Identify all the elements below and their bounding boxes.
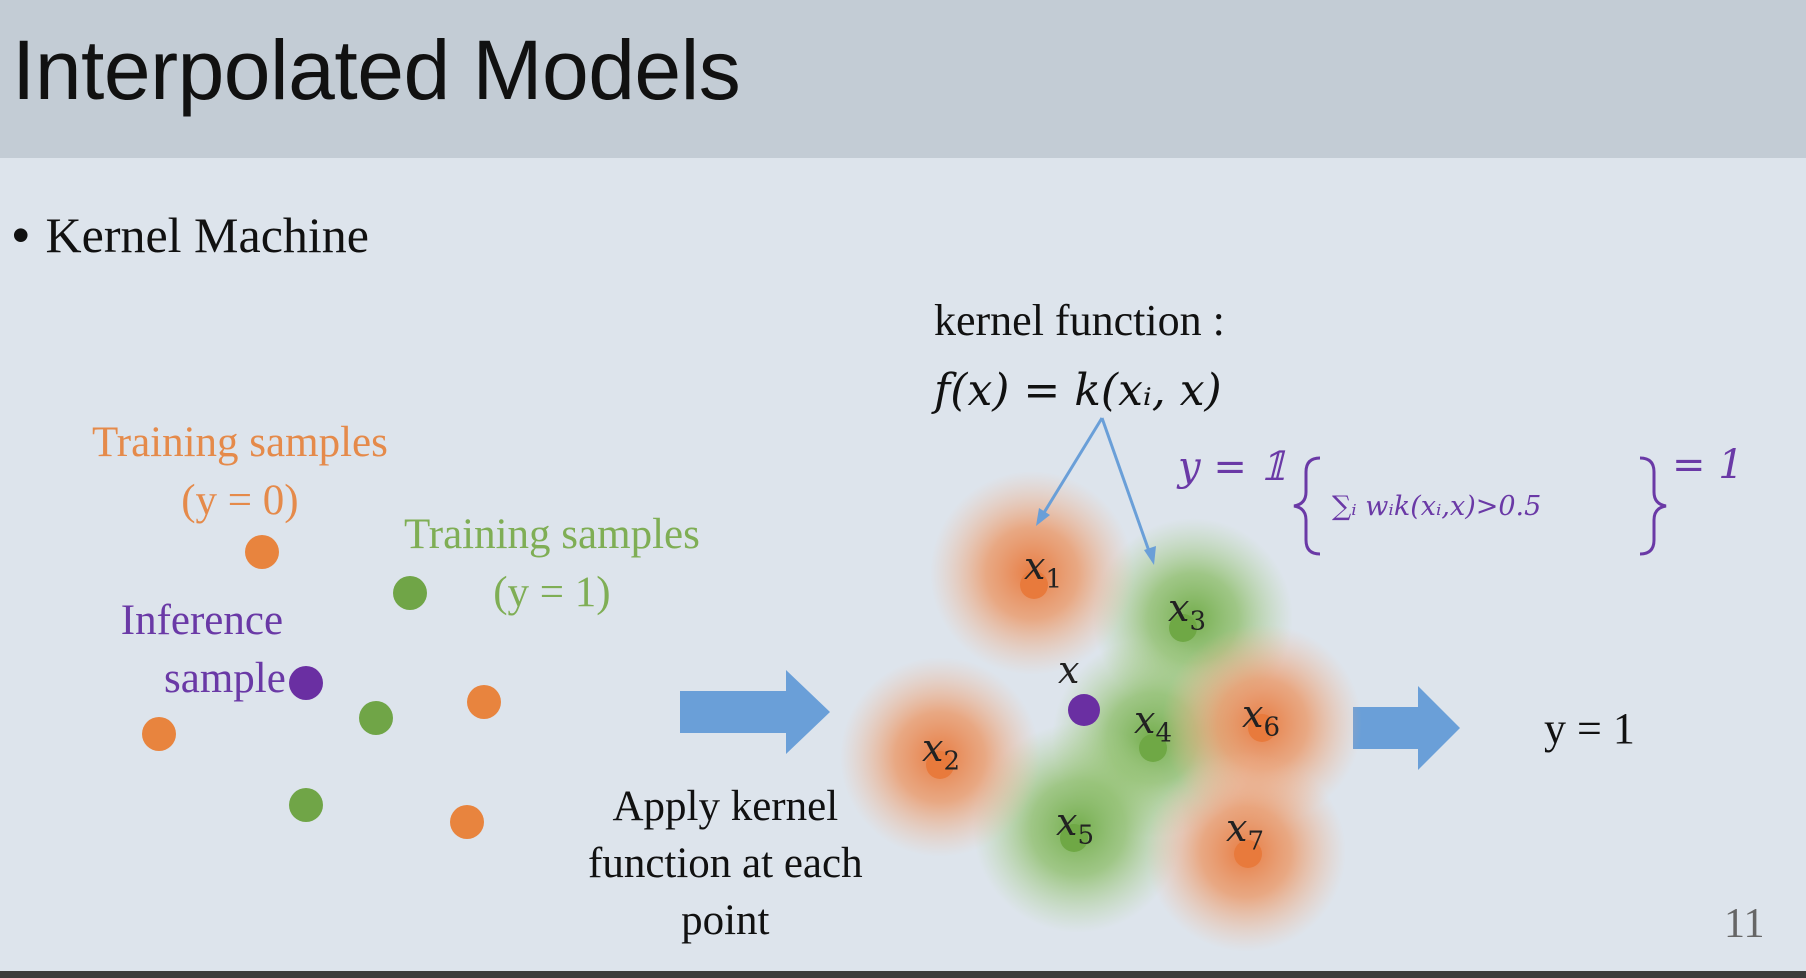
decision-condition: ∑ᵢ wᵢk(xᵢ,x)>0.5 bbox=[1332, 491, 1542, 522]
training-y1-line2: (y = 1) bbox=[493, 569, 611, 616]
label-x-inference: x bbox=[1058, 648, 1080, 692]
bullet-dot: • bbox=[12, 207, 30, 263]
apply-line2: function at each bbox=[588, 840, 863, 887]
right-brace bbox=[1639, 456, 1667, 556]
x3-var: x bbox=[1168, 586, 1190, 630]
label-x7: x7 bbox=[1226, 806, 1264, 857]
page-number: 11 bbox=[1724, 901, 1765, 947]
kernel-pointer-line bbox=[1040, 417, 1104, 517]
arrow-right-icon bbox=[1353, 686, 1460, 770]
point-x3 bbox=[1169, 614, 1197, 642]
decision-lhs: y = 𝟙 bbox=[1178, 444, 1288, 490]
x4-sub: 4 bbox=[1155, 718, 1172, 749]
inference-sample-label: Inference sample bbox=[118, 592, 286, 708]
kernel-function-label: kernel function : bbox=[934, 296, 1225, 345]
bottom-bar bbox=[0, 971, 1806, 978]
point-x7 bbox=[1234, 840, 1262, 868]
point-x5 bbox=[1060, 824, 1088, 852]
inference-line1: Inference bbox=[120, 597, 284, 644]
x7-var: x bbox=[1226, 806, 1248, 850]
title-bar bbox=[0, 0, 1806, 158]
arrowhead-icon bbox=[1036, 508, 1050, 526]
x1-sub: 1 bbox=[1045, 564, 1062, 595]
x2-sub: 2 bbox=[943, 746, 960, 777]
point-x2 bbox=[926, 751, 954, 779]
training-y0-line2: (y = 0) bbox=[181, 477, 299, 524]
label-x3: x3 bbox=[1168, 586, 1206, 637]
decision-rhs: = 1 bbox=[1672, 442, 1744, 488]
sample-orange-4 bbox=[450, 805, 484, 839]
training-samples-y0-label: Training samples (y = 0) bbox=[92, 414, 388, 530]
sample-green-3 bbox=[289, 788, 323, 822]
bullet-item: • Kernel Machine bbox=[12, 206, 369, 264]
sample-orange-3 bbox=[467, 685, 501, 719]
training-y0-line1: Training samples bbox=[92, 419, 388, 466]
bullet-text: Kernel Machine bbox=[45, 207, 369, 263]
x5-sub: 5 bbox=[1077, 820, 1094, 851]
arrowhead-icon bbox=[1144, 546, 1156, 565]
sample-purple-inference bbox=[289, 666, 323, 700]
x5-var: x bbox=[1056, 800, 1078, 844]
point-x1 bbox=[1020, 571, 1048, 599]
slide-title: Interpolated Models bbox=[12, 23, 741, 117]
x7-sub: 7 bbox=[1247, 826, 1264, 857]
sample-orange-2 bbox=[142, 717, 176, 751]
training-y1-line1: Training samples bbox=[404, 511, 700, 558]
inference-line2: sample bbox=[164, 655, 286, 702]
label-x6: x6 bbox=[1242, 692, 1280, 743]
point-x4 bbox=[1139, 734, 1167, 762]
left-brace bbox=[1293, 456, 1321, 556]
x1-var: x bbox=[1024, 544, 1046, 588]
label-x5: x5 bbox=[1056, 800, 1094, 851]
training-samples-y1-label: Training samples (y = 1) bbox=[404, 506, 700, 622]
apply-kernel-caption: Apply kernel function at each point bbox=[588, 778, 863, 949]
apply-line1: Apply kernel bbox=[612, 783, 839, 830]
label-x2: x2 bbox=[922, 726, 960, 777]
x3-sub: 3 bbox=[1189, 606, 1206, 637]
x6-sub: 6 bbox=[1263, 712, 1280, 743]
x4-var: x bbox=[1134, 698, 1156, 742]
label-x4: x4 bbox=[1134, 698, 1172, 749]
sample-orange-1 bbox=[245, 535, 279, 569]
x6-var: x bbox=[1242, 692, 1264, 736]
result-label: y = 1 bbox=[1544, 704, 1635, 753]
sample-green-2 bbox=[359, 701, 393, 735]
kernel-pointer-line bbox=[1100, 417, 1152, 555]
point-x6 bbox=[1248, 714, 1276, 742]
label-x1: x1 bbox=[1024, 544, 1062, 595]
apply-line3: point bbox=[681, 897, 770, 944]
arrow-right-icon bbox=[680, 670, 830, 754]
kernel-formula: f(x) = k(xᵢ, x) bbox=[934, 365, 1222, 416]
sample-green-1 bbox=[393, 576, 427, 610]
x2-var: x bbox=[922, 726, 944, 770]
point-inference-x bbox=[1068, 694, 1100, 726]
